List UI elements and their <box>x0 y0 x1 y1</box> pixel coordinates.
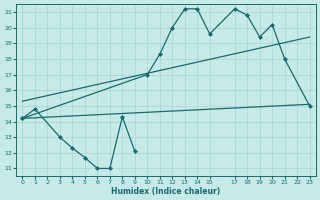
X-axis label: Humidex (Indice chaleur): Humidex (Indice chaleur) <box>111 187 221 196</box>
